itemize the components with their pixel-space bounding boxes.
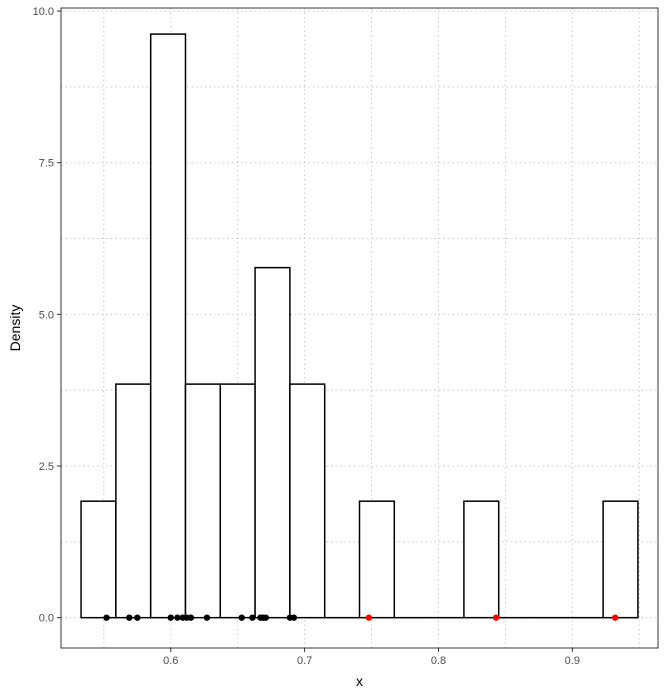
y-tick-label: 10.0 bbox=[33, 6, 54, 18]
histogram-bar bbox=[289, 383, 326, 619]
histogram-bar bbox=[115, 383, 152, 619]
data-point bbox=[492, 614, 500, 621]
data-point bbox=[238, 614, 245, 621]
histogram-bar bbox=[219, 383, 256, 619]
histogram-bar bbox=[602, 500, 639, 619]
data-point bbox=[187, 614, 195, 621]
histogram-bar bbox=[358, 500, 396, 619]
panel-border bbox=[60, 7, 659, 649]
x-axis-ticks: 0.6 0.7 0.8 0.9 bbox=[163, 648, 580, 667]
histogram-bar bbox=[254, 266, 291, 619]
y-tick-label: 7.5 bbox=[39, 158, 54, 170]
x-axis-title: x bbox=[356, 673, 363, 689]
data-point bbox=[249, 614, 256, 621]
data-point bbox=[290, 614, 298, 621]
histogram-bar bbox=[149, 33, 187, 619]
y-axis-ticks: 0.0 2.5 5.0 7.5 10.0 bbox=[33, 6, 61, 625]
y-tick-label: 2.5 bbox=[39, 461, 54, 473]
histogram-bar bbox=[80, 500, 117, 619]
data-point bbox=[126, 614, 133, 621]
data-point bbox=[167, 614, 174, 621]
data-point bbox=[203, 614, 211, 621]
data-point bbox=[365, 614, 373, 621]
data-point bbox=[134, 614, 141, 621]
x-tick-label: 0.6 bbox=[163, 655, 178, 667]
data-points bbox=[103, 614, 619, 621]
data-point bbox=[174, 614, 181, 621]
y-tick-label: 0.0 bbox=[39, 613, 54, 625]
data-point bbox=[103, 614, 110, 621]
x-tick-label: 0.9 bbox=[565, 655, 580, 667]
histogram-bar bbox=[463, 500, 500, 619]
data-point bbox=[611, 614, 619, 621]
x-tick-label: 0.8 bbox=[431, 655, 446, 667]
histogram-bar bbox=[184, 383, 222, 619]
histogram-bars bbox=[80, 33, 639, 619]
data-point bbox=[262, 614, 270, 621]
x-tick-label: 0.7 bbox=[297, 655, 312, 667]
y-axis-title: Density bbox=[7, 305, 23, 352]
y-tick-label: 5.0 bbox=[39, 309, 54, 321]
